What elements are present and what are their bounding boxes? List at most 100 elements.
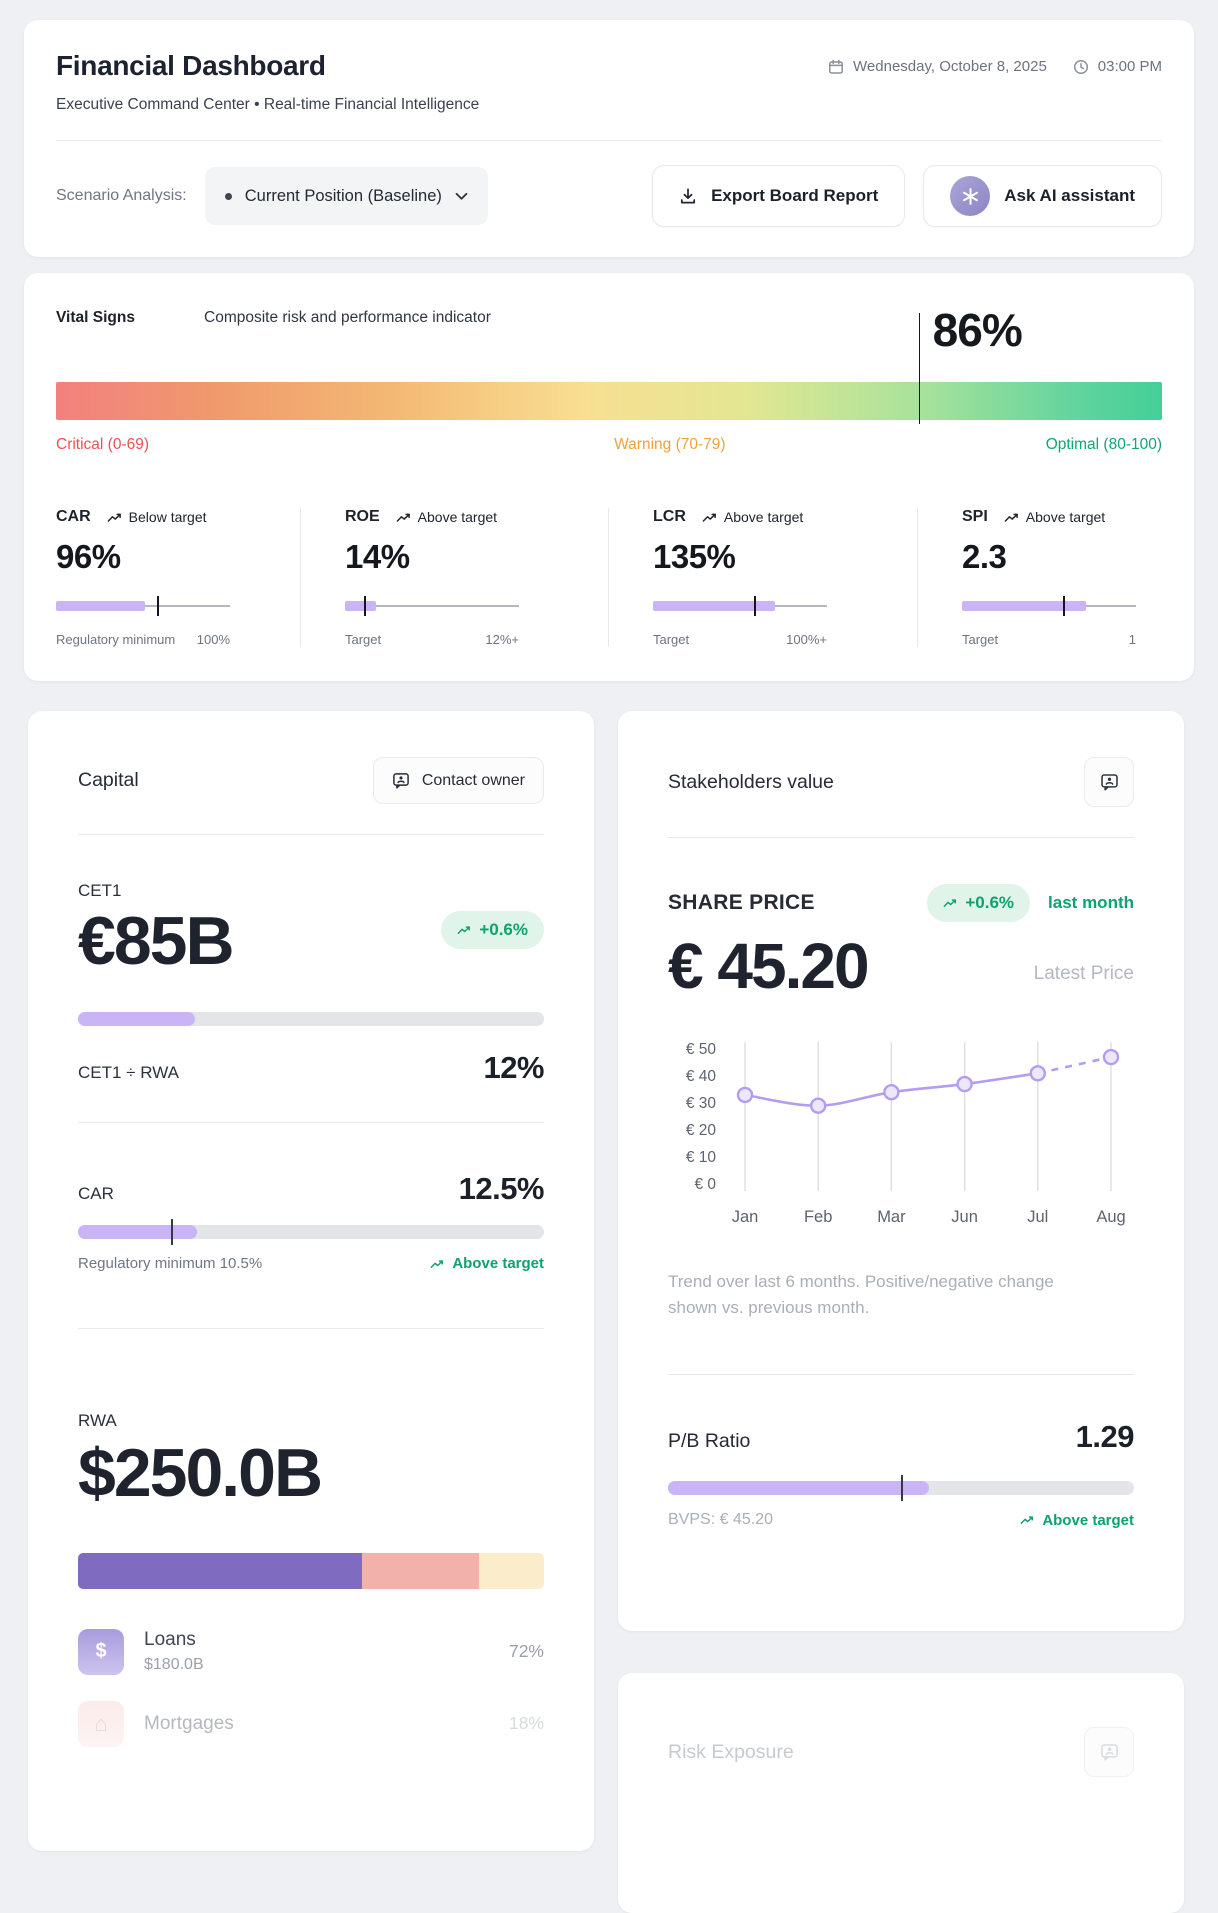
ai-sparkle-icon: [950, 176, 991, 216]
comment-icon: [1100, 773, 1119, 792]
svg-text:€ 10: € 10: [686, 1149, 717, 1166]
date-text: Wednesday, October 8, 2025: [853, 58, 1047, 75]
home-icon: ⌂: [78, 1700, 124, 1747]
contact-owner-button[interactable]: Contact owner: [372, 757, 544, 804]
risk-exposure-card: Risk Exposure: [618, 1673, 1184, 1913]
toolbar: Scenario Analysis: Current Position (Bas…: [56, 165, 1162, 227]
capital-card: Capital Contact owner CET1 €85B +0.6%: [28, 711, 594, 1851]
zone-label-warning: Warning (70-79): [614, 436, 726, 453]
scenario-value: Current Position (Baseline): [244, 186, 442, 205]
kpi-progress-bar: [962, 596, 1136, 616]
dollar-icon: $: [78, 1628, 124, 1675]
kpi-progress-bar: [345, 596, 519, 616]
export-report-label: Export Board Report: [711, 186, 879, 205]
contact-owner-label: Contact owner: [421, 771, 525, 789]
kpi-roe: ROE Above target 14% Target 12%+: [300, 508, 608, 647]
pb-status: Above target: [1020, 1512, 1134, 1529]
asset-share: 72%: [508, 1641, 544, 1662]
kpi-row: CAR Below target 96% Regulatory minimum …: [56, 508, 1162, 647]
svg-text:€ 20: € 20: [686, 1122, 717, 1139]
page-title: Financial Dashboard: [56, 50, 326, 81]
kpi-target-marker: [156, 596, 159, 616]
list-item-mortgages: ⌂ Mortgages 18%: [78, 1700, 544, 1747]
kpi-target-marker: [753, 596, 756, 616]
cet1-value: €85B: [78, 903, 235, 979]
rwa-label: RWA: [78, 1411, 117, 1431]
kpi-value: 2.3: [962, 538, 1007, 575]
stakeholders-card: Stakeholders value SHARE PRICE +0.6% las…: [618, 711, 1184, 1631]
header-divider: [56, 140, 1162, 141]
page-subtitle: Executive Command Center • Real-time Fin…: [56, 96, 480, 113]
list-item-loans: $ Loans $180.0B 72%: [78, 1628, 544, 1675]
kpi-value: 14%: [345, 538, 410, 575]
share-price-chart: € 0 € 10 € 20 € 30 € 40 € 50 Jan Feb Mar Jun Jul Au…: [686, 1041, 1126, 1226]
trend-up-icon: [396, 512, 411, 523]
pb-ratio-label: P/B Ratio: [668, 1430, 751, 1453]
time-display: 03:00 PM: [1073, 58, 1162, 75]
export-report-button[interactable]: Export Board Report: [652, 165, 906, 227]
trend-up-icon: [1004, 512, 1019, 523]
section-divider: [78, 834, 544, 835]
risk-comment-button[interactable]: [1084, 1727, 1134, 1777]
svg-text:Jun: Jun: [951, 1208, 978, 1226]
kpi-spi: SPI Above target 2.3 Target 1: [917, 508, 1162, 647]
kpi-status: Above target: [396, 509, 497, 525]
clock-icon: [1073, 59, 1089, 75]
asset-name: Mortgages: [144, 1712, 234, 1734]
kpi-lcr: LCR Above target 135% Target 100%+: [608, 508, 917, 647]
pb-note: BVPS: € 45.20: [668, 1511, 773, 1529]
scenario-label: Scenario Analysis:: [56, 187, 187, 204]
scenario-bullet-icon: [224, 192, 232, 200]
stakeholders-title: Stakeholders value: [668, 770, 834, 793]
kpi-footer-label: Regulatory minimum: [56, 632, 176, 647]
kpi-footer-value: 100%+: [786, 632, 827, 647]
gauge-zone-labels: Critical (0-69) Warning (70-79) Optimal …: [56, 436, 1162, 454]
svg-text:Jan: Jan: [732, 1208, 759, 1226]
cet1-label: CET1: [78, 881, 122, 900]
asset-share: 18%: [508, 1713, 544, 1734]
rwa-value: $250.0B: [78, 1435, 323, 1512]
kpi-status: Below target: [107, 509, 207, 525]
kpi-status: Above target: [702, 509, 803, 525]
svg-text:Aug: Aug: [1096, 1208, 1125, 1226]
rwa-segment-mortgages: [362, 1552, 479, 1589]
kpi-target-marker: [1062, 596, 1065, 616]
kpi-name: SPI: [962, 508, 988, 525]
svg-text:Jul: Jul: [1027, 1208, 1048, 1226]
risk-exposure-title: Risk Exposure: [668, 1740, 794, 1763]
stakeholders-comment-button[interactable]: [1084, 757, 1134, 807]
cet1-ratio-value: 12%: [483, 1050, 544, 1086]
pb-progress-bar: [668, 1475, 1134, 1502]
kpi-progress-bar: [56, 596, 230, 616]
svg-text:Mar: Mar: [877, 1208, 906, 1226]
share-price-caption: Latest Price: [1033, 963, 1134, 985]
zone-label-optimal: Optimal (80-100): [1045, 436, 1162, 453]
kpi-footer-label: Target: [962, 632, 999, 647]
share-price-period: last month: [1048, 893, 1134, 912]
kpi-name: ROE: [345, 508, 380, 525]
svg-text:€ 30: € 30: [686, 1095, 717, 1112]
ask-ai-button[interactable]: Ask AI assistant: [923, 165, 1162, 227]
cet1-change-badge: +0.6%: [441, 911, 544, 949]
svg-text:€ 40: € 40: [686, 1068, 717, 1085]
trend-up-icon: [943, 898, 957, 908]
kpi-name: CAR: [56, 508, 91, 525]
car-label: CAR: [78, 1184, 114, 1204]
vital-signs-subtitle: Composite risk and performance indicator: [204, 309, 491, 326]
trend-down-icon: [107, 512, 122, 523]
date-display: Wednesday, October 8, 2025: [828, 58, 1047, 75]
rwa-stacked-bar: [78, 1552, 544, 1589]
ask-ai-label: Ask AI assistant: [1004, 186, 1135, 205]
page: Financial Dashboard Wednesday, October 8…: [24, 20, 1194, 1913]
scenario-dropdown[interactable]: Current Position (Baseline): [204, 167, 488, 225]
vital-signs-card: Vital Signs Composite risk and performan…: [24, 273, 1194, 681]
kpi-footer-label: Target: [345, 632, 382, 647]
kpi-target-marker: [364, 596, 367, 616]
zone-label-critical: Critical (0-69): [56, 436, 150, 453]
chevron-down-icon: [455, 192, 468, 201]
section-divider: [78, 1328, 544, 1330]
kpi-name: LCR: [653, 508, 686, 525]
trend-up-icon: [430, 1259, 444, 1269]
kpi-status: Above target: [1004, 509, 1105, 525]
svg-text:€ 0: € 0: [694, 1176, 716, 1193]
